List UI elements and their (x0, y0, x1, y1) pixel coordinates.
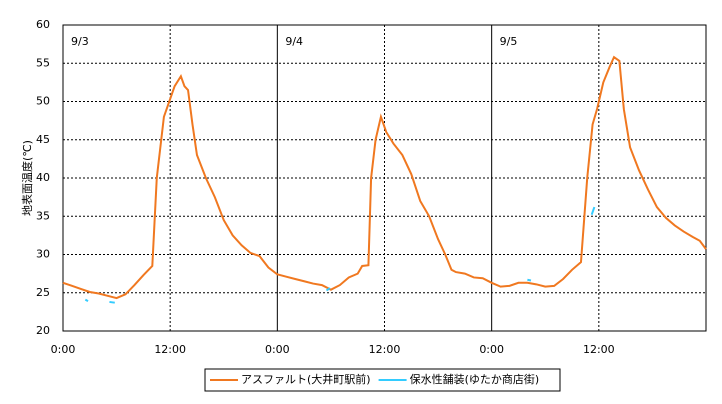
y-axis-label: 地表面温度(℃) (20, 140, 34, 216)
legend-label: 保水性舗装(ゆたか商店街) (410, 372, 540, 386)
series-line (62, 55, 707, 300)
day-label: 9/4 (285, 35, 303, 48)
x-tick-label: 12:00 (583, 343, 615, 356)
y-tick-label: 45 (36, 133, 50, 146)
y-tick-label: 20 (36, 324, 50, 337)
x-tick-label: 12:00 (369, 343, 401, 356)
x-tick-label: 0:00 (51, 343, 76, 356)
x-tick-label: 0:00 (265, 343, 290, 356)
legend-label: アスファルト(大井町駅前) (241, 372, 371, 386)
y-tick-label: 50 (36, 95, 50, 108)
y-tick-label: 40 (36, 171, 50, 184)
series-line (84, 206, 596, 304)
y-tick-label: 60 (36, 18, 50, 31)
y-tick-label: 55 (36, 56, 50, 69)
day-label: 9/5 (500, 35, 518, 48)
y-tick-label: 35 (36, 209, 50, 222)
x-tick-label: 12:00 (154, 343, 186, 356)
day-label: 9/3 (71, 35, 89, 48)
x-tick-label: 0:00 (479, 343, 504, 356)
y-tick-label: 25 (36, 286, 50, 299)
y-tick-label: 30 (36, 248, 50, 261)
